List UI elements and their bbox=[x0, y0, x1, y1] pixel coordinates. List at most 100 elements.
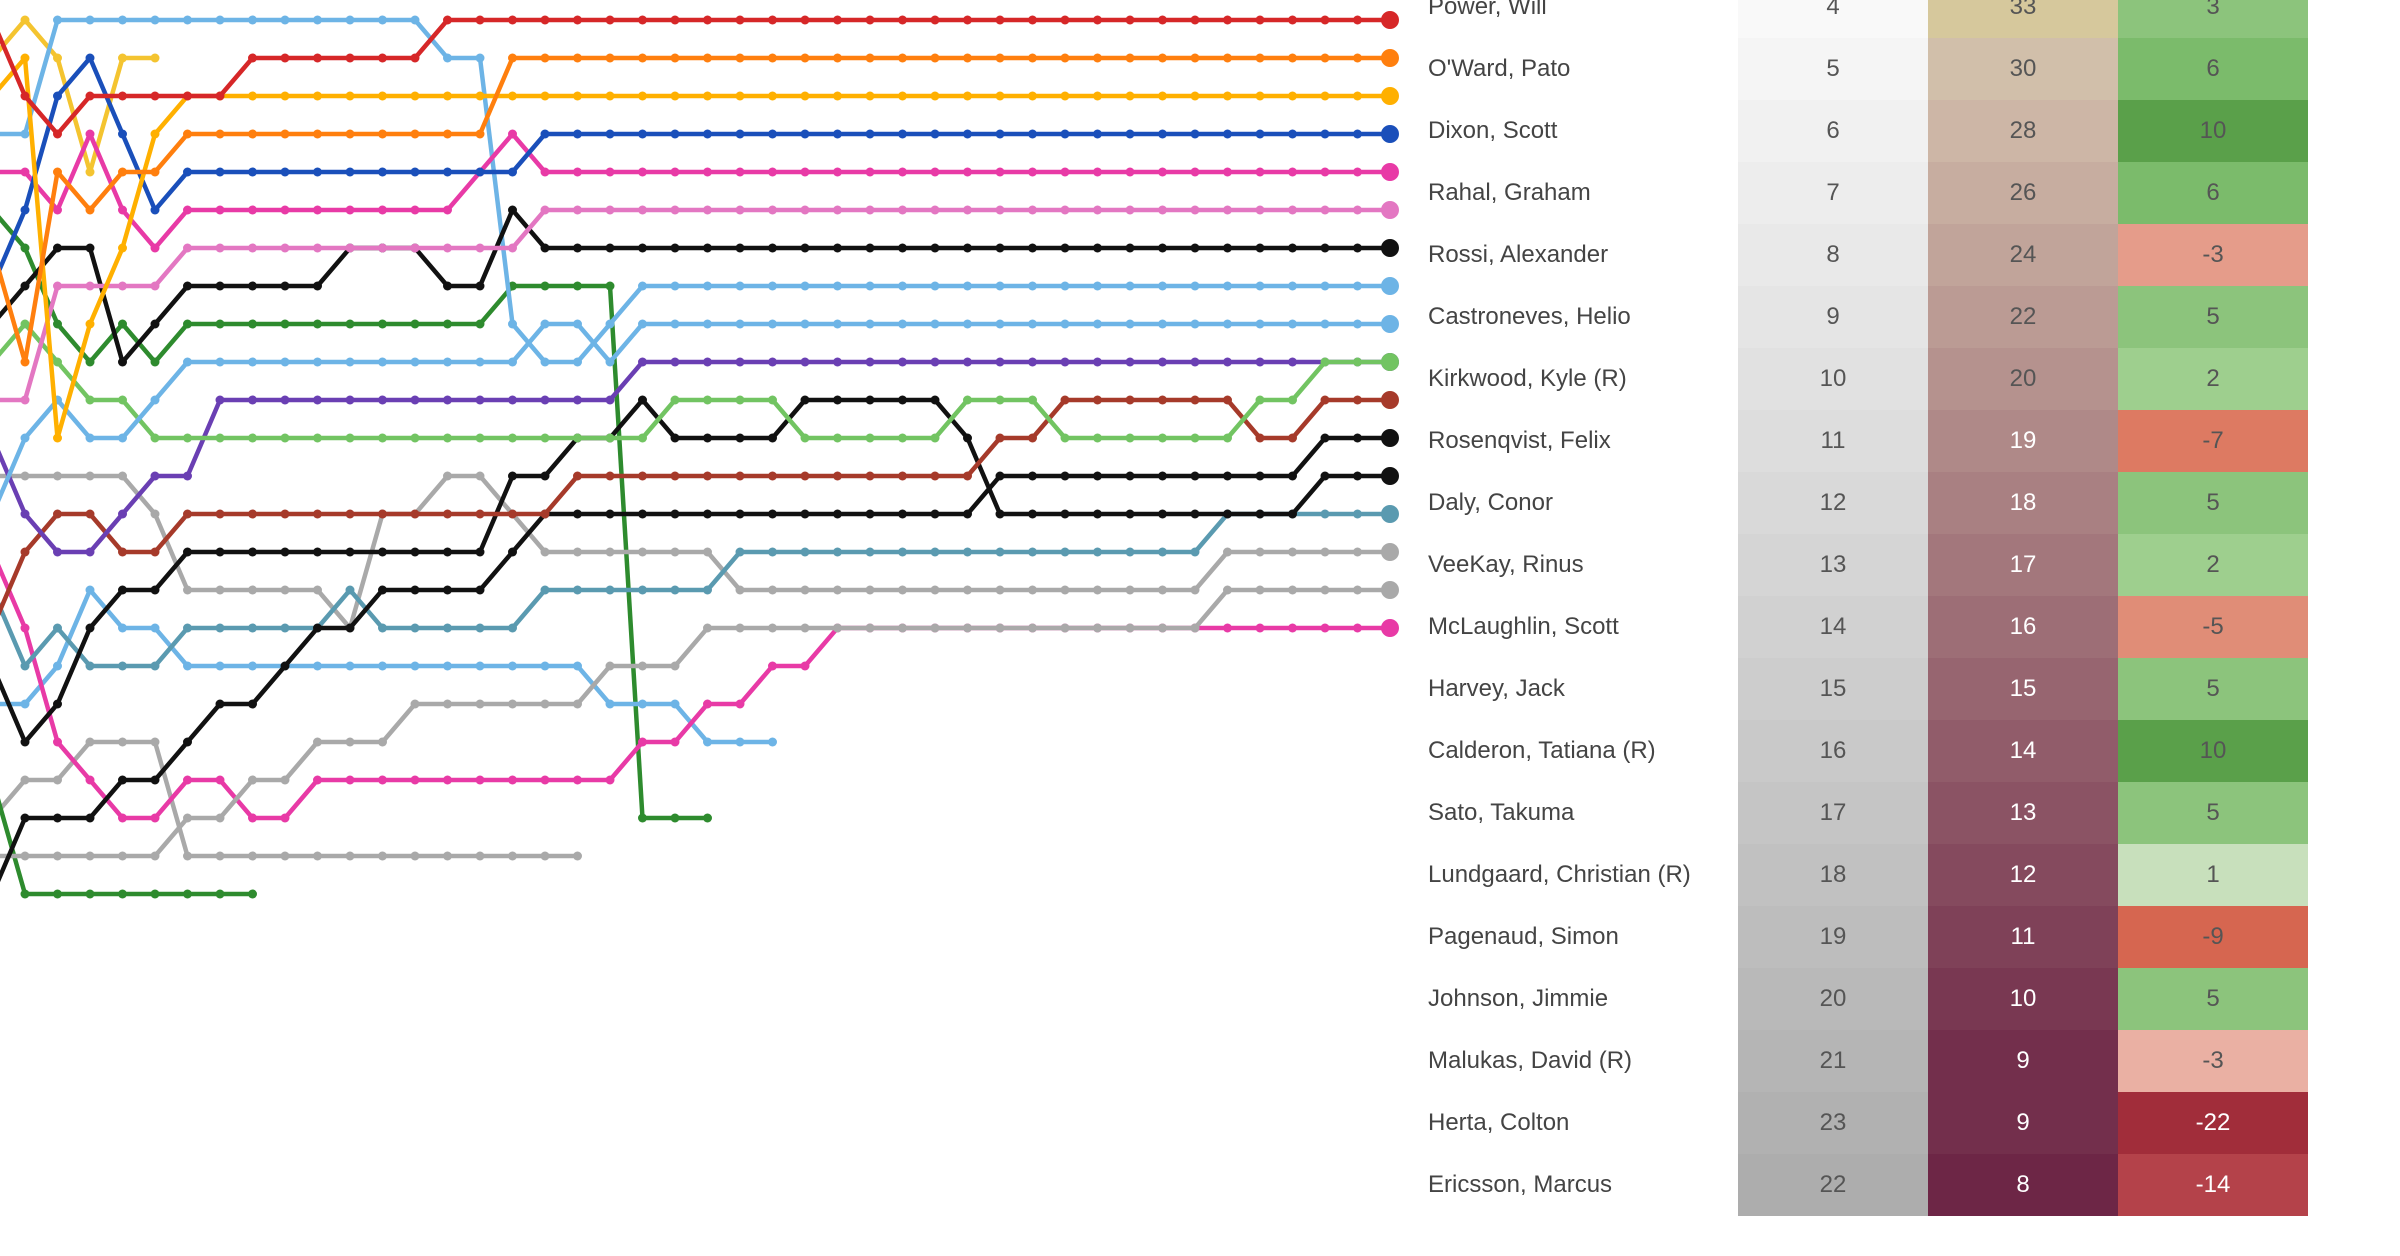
cell-col2: 11 bbox=[1928, 906, 2118, 968]
cell-col2: 10 bbox=[1928, 968, 2118, 1030]
cell-col3: 6 bbox=[2118, 162, 2308, 224]
cell-col1: 6 bbox=[1738, 100, 1928, 162]
driver-name: Herta, Colton bbox=[1410, 1092, 1738, 1154]
driver-name: Power, Will bbox=[1410, 0, 1738, 38]
finish-marker bbox=[1381, 315, 1399, 333]
cell-col3: -3 bbox=[2118, 224, 2308, 286]
table-row: Malukas, David (R)219-3 bbox=[1410, 1030, 2400, 1092]
cell-col2: 28 bbox=[1928, 100, 2118, 162]
cell-col3: 5 bbox=[2118, 286, 2308, 348]
table-row: Sato, Takuma17135 bbox=[1410, 782, 2400, 844]
table-row: VeeKay, Rinus13172 bbox=[1410, 534, 2400, 596]
driver-name: McLaughlin, Scott bbox=[1410, 596, 1738, 658]
finish-marker bbox=[1381, 391, 1399, 409]
finish-marker bbox=[1381, 429, 1399, 447]
cell-col2: 9 bbox=[1928, 1092, 2118, 1154]
cell-col1: 5 bbox=[1738, 38, 1928, 100]
cell-col1: 19 bbox=[1738, 906, 1928, 968]
cell-col2: 20 bbox=[1928, 348, 2118, 410]
cell-col2: 24 bbox=[1928, 224, 2118, 286]
cell-col1: 23 bbox=[1738, 1092, 1928, 1154]
driver-name: Ericsson, Marcus bbox=[1410, 1154, 1738, 1216]
cell-col1: 7 bbox=[1738, 162, 1928, 224]
cell-col2: 15 bbox=[1928, 658, 2118, 720]
cell-col2: 12 bbox=[1928, 844, 2118, 906]
table-row: Calderon, Tatiana (R)161410 bbox=[1410, 720, 2400, 782]
driver-name: Rosenqvist, Felix bbox=[1410, 410, 1738, 472]
cell-col3: 3 bbox=[2118, 0, 2308, 38]
cell-col3: 1 bbox=[2118, 844, 2308, 906]
cell-col3: -22 bbox=[2118, 1092, 2308, 1154]
driver-line bbox=[0, 11, 1399, 139]
driver-line bbox=[0, 738, 582, 861]
driver-line bbox=[0, 353, 1399, 557]
finish-marker bbox=[1381, 619, 1399, 637]
finish-marker bbox=[1381, 163, 1399, 181]
finish-marker bbox=[1381, 49, 1399, 67]
driver-name: Dixon, Scott bbox=[1410, 100, 1738, 162]
table-row: Lundgaard, Christian (R)18121 bbox=[1410, 844, 2400, 906]
cell-col2: 22 bbox=[1928, 286, 2118, 348]
driver-name: Daly, Conor bbox=[1410, 472, 1738, 534]
cell-col3: -14 bbox=[2118, 1154, 2308, 1216]
cell-col1: 8 bbox=[1738, 224, 1928, 286]
finish-marker bbox=[1381, 467, 1399, 485]
cell-col3: 5 bbox=[2118, 968, 2308, 1030]
table-row: Dixon, Scott62810 bbox=[1410, 100, 2400, 162]
cell-col3: 10 bbox=[2118, 100, 2308, 162]
cell-col1: 12 bbox=[1738, 472, 1928, 534]
driver-name: Castroneves, Helio bbox=[1410, 286, 1738, 348]
driver-line bbox=[0, 396, 1399, 747]
driver-name: Johnson, Jimmie bbox=[1410, 968, 1738, 1030]
cell-col2: 26 bbox=[1928, 162, 2118, 224]
cell-col2: 13 bbox=[1928, 782, 2118, 844]
cell-col3: 5 bbox=[2118, 472, 2308, 534]
cell-col3: 6 bbox=[2118, 38, 2308, 100]
table-row: O'Ward, Pato5306 bbox=[1410, 38, 2400, 100]
driver-name: Kirkwood, Kyle (R) bbox=[1410, 348, 1738, 410]
cell-col3: 5 bbox=[2118, 782, 2308, 844]
table-row: Johnson, Jimmie20105 bbox=[1410, 968, 2400, 1030]
table-row: Herta, Colton239-22 bbox=[1410, 1092, 2400, 1154]
finish-marker bbox=[1381, 581, 1399, 599]
finish-marker bbox=[1381, 125, 1399, 143]
cell-col1: 9 bbox=[1738, 286, 1928, 348]
driver-name: Rossi, Alexander bbox=[1410, 224, 1738, 286]
cell-col1: 14 bbox=[1738, 596, 1928, 658]
finish-marker bbox=[1381, 277, 1399, 295]
cell-col2: 9 bbox=[1928, 1030, 2118, 1092]
driver-line bbox=[0, 130, 1399, 253]
cell-col3: 2 bbox=[2118, 348, 2308, 410]
driver-line bbox=[0, 776, 257, 899]
cell-col1: 17 bbox=[1738, 782, 1928, 844]
driver-line bbox=[0, 16, 1399, 367]
table-row: Power, Will4333 bbox=[1410, 0, 2400, 38]
finish-marker bbox=[1381, 353, 1399, 371]
cell-col2: 17 bbox=[1928, 534, 2118, 596]
table-row: Rahal, Graham7266 bbox=[1410, 162, 2400, 224]
driver-name: Harvey, Jack bbox=[1410, 658, 1738, 720]
cell-col1: 13 bbox=[1738, 534, 1928, 596]
results-table: Power, Will4333O'Ward, Pato5306Dixon, Sc… bbox=[1410, 0, 2400, 1256]
cell-col2: 8 bbox=[1928, 1154, 2118, 1216]
driver-name: Rahal, Graham bbox=[1410, 162, 1738, 224]
driver-name: Pagenaud, Simon bbox=[1410, 906, 1738, 968]
table-row: Harvey, Jack15155 bbox=[1410, 658, 2400, 720]
table-row: Rosenqvist, Felix1119-7 bbox=[1410, 410, 2400, 472]
table-row: Pagenaud, Simon1911-9 bbox=[1410, 906, 2400, 968]
driver-name: Lundgaard, Christian (R) bbox=[1410, 844, 1738, 906]
table-row: Castroneves, Helio9225 bbox=[1410, 286, 2400, 348]
cell-col3: -7 bbox=[2118, 410, 2308, 472]
table-row: Rossi, Alexander824-3 bbox=[1410, 224, 2400, 286]
driver-name: Malukas, David (R) bbox=[1410, 1030, 1738, 1092]
driver-line bbox=[0, 315, 1399, 519]
cell-col1: 18 bbox=[1738, 844, 1928, 906]
driver-name: VeeKay, Rinus bbox=[1410, 534, 1738, 596]
cell-col3: -3 bbox=[2118, 1030, 2308, 1092]
cell-col1: 16 bbox=[1738, 720, 1928, 782]
cell-col3: 2 bbox=[2118, 534, 2308, 596]
cell-col3: 5 bbox=[2118, 658, 2308, 720]
finish-marker bbox=[1381, 87, 1399, 105]
cell-col1: 20 bbox=[1738, 968, 1928, 1030]
table-row: Daly, Conor12185 bbox=[1410, 472, 2400, 534]
